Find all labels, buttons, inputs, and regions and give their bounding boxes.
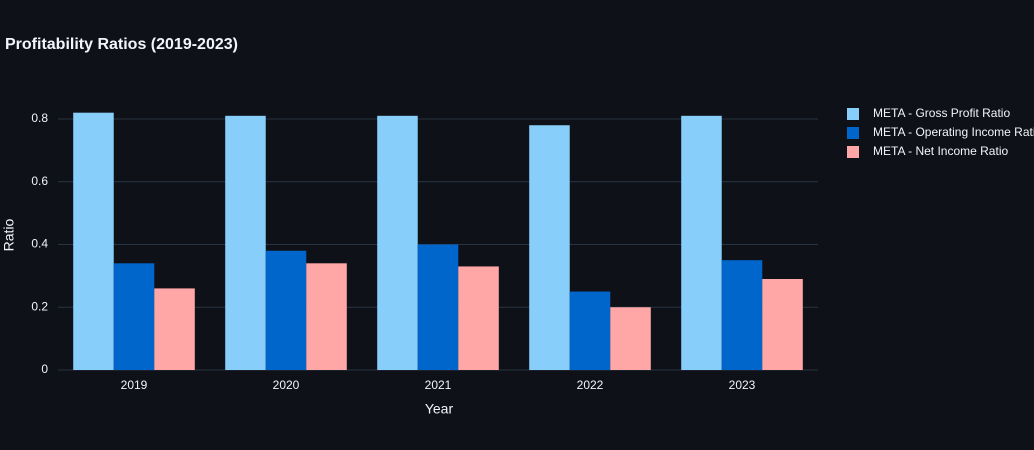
x-tick-label: 2019 [121,378,148,392]
y-axis-title: Ratio [1,218,17,251]
bar [529,125,570,370]
legend-swatch [847,108,859,120]
bar [377,115,418,370]
legend-swatch [847,146,859,158]
y-tick-label: 0.2 [31,299,48,313]
legend-label: META - Operating Income Ratio [873,125,1034,139]
y-tick-label: 0 [41,362,48,376]
legend-label: META - Net Income Ratio [873,144,1008,158]
y-tick-label: 0.4 [31,237,48,251]
x-tick-label: 2022 [577,378,604,392]
legend-label: META - Gross Profit Ratio [873,106,1010,120]
y-tick-label: 0.8 [31,111,48,125]
x-tick-label: 2021 [425,378,452,392]
bar [721,260,763,370]
y-tick-label: 0.6 [31,174,48,188]
x-axis-title: Year [425,401,454,417]
bar [417,244,459,370]
bar [306,263,347,370]
x-tick-label: 2020 [273,378,300,392]
bar [762,278,803,370]
bar [458,266,499,370]
bar [154,288,195,370]
bar [225,115,266,370]
x-tick-label: 2023 [729,378,756,392]
bar [569,291,611,370]
bar [113,263,155,370]
bar [73,112,114,371]
bar [610,307,651,370]
bar [265,250,307,370]
chart-title: Profitability Ratios (2019-2023) [5,36,238,53]
bar [681,115,722,370]
legend-swatch [847,127,859,139]
